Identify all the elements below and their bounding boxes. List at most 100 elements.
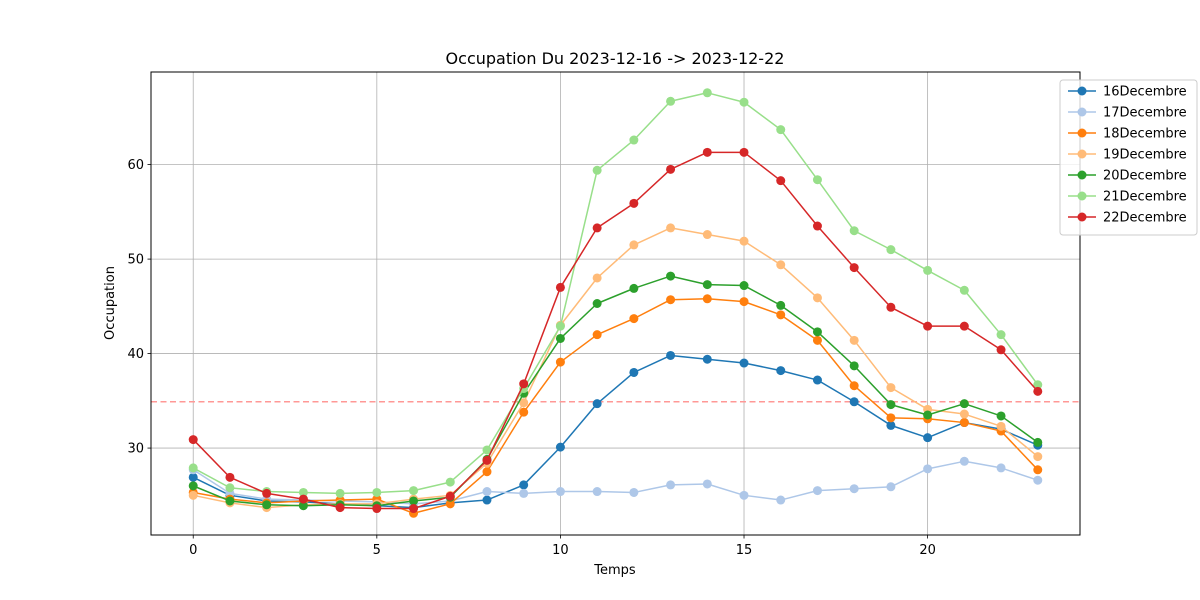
data-point [629,198,639,208]
legend-item: 17Decembre [1068,106,1187,121]
data-point [666,350,676,360]
data-point [1033,386,1043,396]
data-point [592,165,602,175]
data-point [372,504,382,514]
data-point [776,300,786,310]
data-point [592,273,602,283]
data-point [335,503,345,513]
data-point [519,407,529,417]
legend-swatch-marker [1077,191,1087,201]
data-point [702,147,712,157]
y-tick-label: 60 [127,158,144,173]
data-point [702,280,712,290]
legend-swatch-marker [1077,212,1087,222]
legend-swatch-marker [1077,170,1087,180]
data-point [409,504,419,514]
data-point [886,383,896,393]
data-point [445,499,455,509]
data-point [702,230,712,240]
data-point [666,164,676,174]
data-point [445,491,455,501]
data-point [629,135,639,145]
legend: 16Decembre 17Decembre 18Decembre 19Decembre… [1059,79,1198,236]
data-point [739,358,749,368]
data-point [812,375,822,385]
data-point [923,410,933,420]
data-point [298,487,308,497]
plot-frame [150,71,1081,536]
data-point [886,413,896,423]
grid [151,72,1080,535]
data-point [555,282,565,292]
data-point [959,456,969,466]
data-point [482,495,492,505]
data-point [666,480,676,490]
data-point [592,399,602,409]
ticks: 0 5 10 15 20 30 40 50 60 [127,158,935,558]
data-point [996,463,1006,473]
data-point [849,263,859,273]
series-20Decembre [188,271,1043,511]
data-point [776,366,786,376]
data-point [225,472,235,482]
legend-swatch-marker [1077,149,1087,159]
data-point [592,223,602,233]
series-line [192,275,1039,507]
data-point [592,299,602,308]
data-point [225,496,235,506]
data-point [519,480,529,490]
data-point [666,96,676,106]
data-point [776,310,786,320]
data-point [409,496,419,506]
data-point [298,494,308,504]
data-point [482,455,492,465]
data-point [335,488,345,498]
data-point [262,488,272,498]
data-point [225,483,235,493]
data-point [482,487,492,497]
data-point [886,400,896,410]
data-point [886,302,896,312]
legend-label: 22Decembre [1103,211,1187,226]
data-point [629,367,639,377]
x-tick-label: 20 [919,543,936,558]
x-tick-label: 0 [189,543,197,558]
data-point [923,265,933,275]
legend-label: 18Decembre [1103,127,1187,142]
legend-item: 19Decembre [1068,148,1187,163]
data-point [739,281,749,291]
data-point [776,495,786,505]
data-point [555,442,565,452]
data-point [739,490,749,500]
data-point [702,479,712,489]
series-line [193,227,1039,509]
data-point [996,345,1006,355]
data-point [923,433,933,443]
data-point [188,463,198,473]
x-axis-label: Temps [593,563,636,578]
data-point [739,236,749,246]
data-point [188,435,198,445]
y-tick-label: 40 [127,347,144,362]
data-point [262,500,272,510]
legend-item: 16Decembre [1068,85,1187,100]
data-point [555,487,565,497]
data-point [629,240,639,250]
data-point [1033,380,1043,390]
data-point [812,335,822,345]
data-point [886,420,896,430]
legend-label: 19Decembre [1103,148,1187,163]
data-point [629,314,639,324]
data-point [666,271,676,281]
x-tick-label: 15 [736,543,753,558]
data-point [702,354,712,364]
series-line [193,298,1039,515]
data-point [996,421,1006,431]
y-axis-label: Occupation [103,266,118,340]
data-point [849,226,859,236]
data-point [996,411,1006,421]
data-point [666,295,676,305]
series-line [192,92,1039,495]
